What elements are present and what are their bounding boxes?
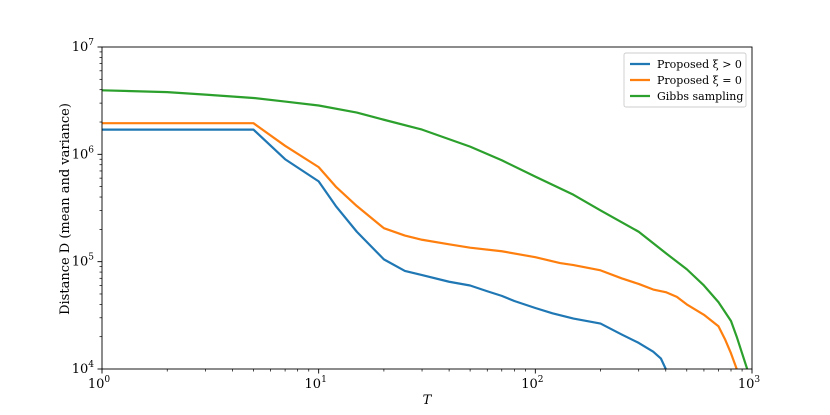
legend-label-0: Proposed ξ > 0 <box>657 58 742 71</box>
legend-label-2: Gibbs sampling <box>657 90 743 103</box>
x-tick-label-2: 102 <box>521 375 543 392</box>
legend-label-1: Proposed ξ = 0 <box>657 74 742 87</box>
y-tick-label-2: 106 <box>72 145 95 162</box>
legend-box <box>623 52 747 108</box>
y-axis-label: Distance D (mean and variance) <box>58 103 73 315</box>
x-axis-label: T <box>423 393 433 408</box>
series-line-1 <box>102 122 738 369</box>
series-line-0 <box>102 128 667 369</box>
x-tick-label-1: 101 <box>305 375 327 392</box>
x-tick-label-3: 103 <box>738 375 761 392</box>
x-tick-label-0: 100 <box>88 375 111 392</box>
series-line-2 <box>102 89 749 369</box>
y-tick-label-3: 107 <box>72 38 95 55</box>
y-tick-label-0: 104 <box>72 360 95 377</box>
plot-frame <box>101 46 753 370</box>
y-tick-label-1: 105 <box>72 253 95 270</box>
